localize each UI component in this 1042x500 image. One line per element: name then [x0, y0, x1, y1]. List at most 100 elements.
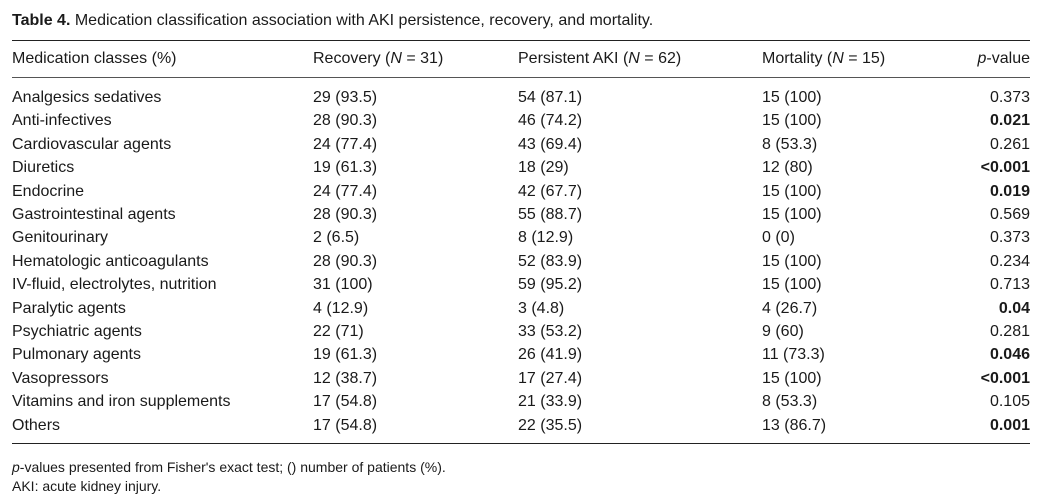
cell-mortality: 15 (100) — [762, 276, 822, 294]
cell-mortality: 13 (86.7) — [762, 416, 827, 434]
cell-recovery: 4 (12.9) — [313, 299, 369, 317]
cell-recovery: 12 (38.7) — [313, 369, 378, 387]
bottom-rule — [12, 443, 1030, 445]
cell-mortality: 11 (73.3) — [762, 346, 825, 364]
cell-persistent: 46 (74.2) — [518, 112, 583, 130]
cell-p-value: 0.261 — [989, 135, 1030, 153]
table-row: Vasopressors 12 (38.7) 17 (27.4) 15 (100) <0… — [12, 367, 1030, 390]
header-medication: Medication classes (%) — [12, 50, 177, 67]
cell-recovery: 29 (93.5) — [313, 89, 378, 106]
cell-recovery: 17 (54.8) — [313, 393, 378, 411]
cell-p-value: <0.001 — [980, 369, 1030, 387]
table-row: Diuretics 19 (61.3) 18 (29) 12 (80) <0.001 — [12, 156, 1030, 179]
cell-recovery: 28 (90.3) — [313, 252, 378, 270]
table-notes: p-values presented from Fisher's exact t… — [12, 458, 1030, 496]
table-row: IV-fluid, electrolytes, nutrition 31 (100… — [12, 273, 1030, 296]
table-row: Genitourinary 2 (6.5) 8 (12.9) 0 (0) 0.373 — [12, 226, 1030, 249]
cell-mortality: 8 (53.3) — [762, 135, 818, 153]
cell-mortality: 12 (80) — [762, 159, 813, 177]
table-row: Psychiatric agents 22 (71) 33 (53.2) 9 (60)… — [12, 320, 1030, 343]
cell-p-value: <0.001 — [980, 159, 1030, 177]
cell-persistent: 52 (83.9) — [518, 252, 583, 270]
table-title: Medication classification association wi… — [74, 12, 654, 29]
cell-persistent: 43 (69.4) — [518, 135, 583, 153]
cell-mortality: 15 (100) — [762, 89, 822, 106]
table-row: Pulmonary agents 19 (61.3) 26 (41.9) 11 (73… — [12, 343, 1030, 366]
table-row: Others 17 (54.8) 22 (35.5) 13 (86.7) 0.001 — [12, 414, 1030, 437]
cell-medication: Psychiatric agents — [12, 323, 142, 341]
cell-p-value: 0.021 — [989, 112, 1030, 130]
footnote-aki: AKI: acute kidney injury. — [12, 478, 162, 495]
cell-medication: Cardiovascular agents — [12, 135, 172, 153]
cell-persistent: 21 (33.9) — [518, 393, 583, 411]
cell-recovery: 24 (77.4) — [313, 182, 378, 200]
header-persistent: Persistent AKI (N = 62) — [518, 50, 682, 67]
cell-p-value: 0.281 — [989, 323, 1030, 341]
table-figure: Table 4. Medication classification assoc… — [12, 10, 1030, 496]
footnote-pvalues: p-values presented from Fisher's exact t… — [12, 459, 446, 476]
cell-persistent: 22 (35.5) — [518, 416, 583, 434]
cell-p-value: 0.234 — [989, 252, 1030, 270]
cell-p-value: 0.569 — [989, 206, 1030, 224]
cell-medication: Genitourinary — [12, 229, 109, 247]
cell-p-value: 0.04 — [998, 299, 1030, 317]
table-number: Table 4. — [12, 12, 71, 29]
cell-recovery: 22 (71) — [313, 323, 364, 341]
cell-persistent: 3 (4.8) — [518, 299, 565, 317]
cell-medication: Hematologic anticoagulants — [12, 252, 209, 270]
cell-medication: Others — [12, 416, 61, 434]
cell-persistent: 8 (12.9) — [518, 229, 574, 247]
cell-mortality: 4 (26.7) — [762, 299, 818, 317]
cell-recovery: 28 (90.3) — [313, 206, 378, 224]
cell-mortality: 15 (100) — [762, 112, 822, 130]
cell-recovery: 19 (61.3) — [313, 346, 378, 364]
cell-mortality: 0 (0) — [762, 229, 795, 247]
header-recovery: Recovery (N = 31) — [313, 50, 444, 67]
table-row: Hematologic anticoagulants 28 (90.3) 52 (8… — [12, 250, 1030, 273]
cell-recovery: 17 (54.8) — [313, 416, 378, 434]
table-row: Vitamins and iron supplements 17 (54.8) 21… — [12, 390, 1030, 413]
cell-persistent: 17 (27.4) — [518, 369, 583, 387]
cell-recovery: 2 (6.5) — [313, 229, 360, 247]
cell-recovery: 19 (61.3) — [313, 159, 378, 177]
header-rule — [12, 77, 1030, 78]
cell-persistent: 55 (88.7) — [518, 206, 583, 224]
cell-medication: Endocrine — [12, 182, 85, 200]
cell-persistent: 26 (41.9) — [518, 346, 583, 364]
cell-recovery: 31 (100) — [313, 276, 373, 294]
cell-persistent: 18 (29) — [518, 159, 569, 177]
cell-recovery: 24 (77.4) — [313, 135, 378, 153]
header-row: Medication classes (%) Recovery (N = 31)… — [12, 41, 1030, 77]
table-row: Anti-infectives 28 (90.3) 46 (74.2) 15 (100… — [12, 109, 1030, 132]
cell-persistent: 59 (95.2) — [518, 276, 583, 294]
table-row: Gastrointestinal agents 28 (90.3) 55 (88.7… — [12, 203, 1030, 226]
table-row: Cardiovascular agents 24 (77.4) 43 (69.4) 8… — [12, 133, 1030, 156]
cell-mortality: 15 (100) — [762, 182, 822, 200]
cell-mortality: 15 (100) — [762, 369, 822, 387]
cell-p-value: 0.105 — [989, 393, 1030, 411]
header-mortality: Mortality (N = 15) — [762, 50, 886, 67]
cell-medication: IV-fluid, electrolytes, nutrition — [12, 276, 217, 294]
cell-medication: Anti-infectives — [12, 112, 112, 130]
table-row: Endocrine 24 (77.4) 42 (67.7) 15 (100) 0.019 — [12, 180, 1030, 203]
cell-p-value: 0.373 — [989, 89, 1030, 106]
cell-persistent: 54 (87.1) — [518, 89, 583, 106]
header-p-value: p-value — [977, 50, 1030, 67]
cell-medication: Gastrointestinal agents — [12, 206, 176, 224]
cell-mortality: 8 (53.3) — [762, 393, 818, 411]
cell-medication: Pulmonary agents — [12, 346, 141, 364]
cell-mortality: 9 (60) — [762, 323, 804, 341]
cell-persistent: 42 (67.7) — [518, 182, 583, 200]
cell-p-value: 0.001 — [989, 416, 1030, 434]
cell-recovery: 28 (90.3) — [313, 112, 378, 130]
cell-medication: Vasopressors — [12, 369, 109, 387]
table-caption: Table 4. Medication classification assoc… — [12, 10, 1030, 32]
cell-p-value: 0.713 — [989, 276, 1030, 294]
table-row: Paralytic agents 4 (12.9) 3 (4.8) 4 (26.7) 0… — [12, 297, 1030, 320]
cell-p-value: 0.373 — [989, 229, 1030, 247]
cell-p-value: 0.046 — [989, 346, 1030, 364]
cell-medication: Analgesics sedatives — [12, 89, 162, 106]
cell-mortality: 15 (100) — [762, 252, 822, 270]
cell-persistent: 33 (53.2) — [518, 323, 583, 341]
cell-mortality: 15 (100) — [762, 206, 822, 224]
